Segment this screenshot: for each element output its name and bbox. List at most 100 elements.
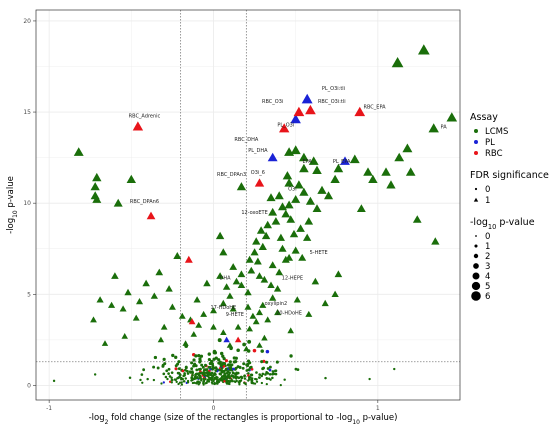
data-point xyxy=(242,362,246,366)
data-point xyxy=(198,360,202,364)
lcms-significant-point xyxy=(263,220,272,229)
lcms-significant-point xyxy=(356,204,366,212)
legend-size-label: 4 xyxy=(485,272,490,282)
data-point xyxy=(228,382,231,386)
lcms-significant-point xyxy=(363,167,373,176)
lcms-significant-point xyxy=(126,174,136,183)
lcms-significant-point xyxy=(178,312,186,319)
legend-fdr-label: 1 xyxy=(485,196,490,206)
lcms-significant-point xyxy=(232,277,241,285)
lcms-significant-point xyxy=(195,321,203,328)
data-point xyxy=(128,376,132,379)
point-label: PL_DHA xyxy=(248,148,268,154)
lcms-significant-point xyxy=(431,237,440,245)
lcms-significant-point xyxy=(226,342,234,348)
legend-size-key xyxy=(472,272,480,280)
data-point xyxy=(243,377,247,380)
data-point xyxy=(232,376,235,379)
point-label: PL_EPA xyxy=(333,159,351,165)
point-labels: PL_O3i:tli RBC_O3i RBC_O3i:tli RBC_EPA RBC_A… xyxy=(129,86,448,318)
legend-size-key xyxy=(471,291,481,301)
data-point xyxy=(93,373,97,376)
data-point xyxy=(229,366,233,370)
lcms-significant-point xyxy=(333,163,344,173)
lcms-significant-point xyxy=(256,342,263,348)
point-label: EPA xyxy=(303,159,313,165)
lcms-significant-point xyxy=(402,143,413,153)
data-point xyxy=(204,382,207,385)
point-label: RBC_O3i xyxy=(262,99,283,105)
data-point xyxy=(178,373,182,377)
data-point xyxy=(224,359,228,363)
legend-size-key xyxy=(471,281,481,291)
data-point xyxy=(186,379,190,383)
data-point xyxy=(191,371,195,375)
data-point xyxy=(200,363,204,367)
data-point xyxy=(174,367,178,371)
lcms-significant-point xyxy=(243,345,250,352)
data-point xyxy=(171,378,174,382)
lcms-significant-point xyxy=(261,334,268,341)
data-point xyxy=(238,383,241,386)
point-label: 20-HDoHE xyxy=(276,310,302,316)
data-point xyxy=(156,366,160,370)
data-point xyxy=(180,376,183,380)
lcms-significant-point xyxy=(157,336,165,343)
data-point xyxy=(260,360,264,364)
data-point xyxy=(217,358,221,362)
point-label: RBC_O3i:tli xyxy=(318,99,346,105)
data-point xyxy=(146,377,149,381)
lcms-significant-point xyxy=(284,178,294,187)
lcms-significant-point xyxy=(252,237,261,245)
lcms-significant-point xyxy=(446,112,458,122)
data-point xyxy=(162,381,165,384)
data-point xyxy=(236,348,240,353)
legend-fdr-key xyxy=(473,197,479,202)
lcms-significant-point xyxy=(330,174,340,183)
data-point xyxy=(160,382,163,385)
data-point xyxy=(228,371,231,375)
data-point xyxy=(193,381,196,384)
lcms-significant-point xyxy=(219,299,227,307)
data-point xyxy=(255,371,258,374)
lcms-significant-point xyxy=(256,226,266,234)
lcms-significant-point xyxy=(281,209,291,218)
data-point xyxy=(184,377,187,380)
panel-background xyxy=(36,10,460,400)
lcms-significant-point xyxy=(73,147,84,156)
lcms-significant-point xyxy=(268,207,278,216)
point-label: 12-oxoETE xyxy=(241,210,267,216)
lcms-significant-point xyxy=(324,191,334,200)
lcms-significant-point xyxy=(296,224,305,232)
data-point xyxy=(170,381,173,384)
lcms-significant-point xyxy=(391,57,404,68)
lcms-significant-point xyxy=(349,154,360,164)
data-point xyxy=(223,372,227,375)
lcms-significant-point xyxy=(160,323,168,330)
point-label: 17-HDoHE xyxy=(210,305,236,311)
data-point xyxy=(239,379,243,382)
data-point xyxy=(216,379,219,383)
data-point xyxy=(198,377,201,380)
data-point xyxy=(202,377,205,381)
lcms-significant-point xyxy=(293,296,301,303)
data-point xyxy=(228,376,232,380)
data-point xyxy=(197,353,201,358)
lcms-significant-point xyxy=(168,303,176,310)
data-point xyxy=(230,374,234,377)
data-point xyxy=(233,380,236,383)
lcms-significant-point xyxy=(308,156,319,165)
lcms-significant-point xyxy=(90,182,100,191)
data-point xyxy=(197,380,200,383)
rbc-significant-point xyxy=(305,104,316,115)
data-point xyxy=(243,374,246,377)
lcms-significant-point xyxy=(90,316,97,323)
data-point xyxy=(203,374,206,377)
data-point xyxy=(206,379,209,383)
data-point xyxy=(225,381,228,385)
rbc-significant-point xyxy=(188,318,196,325)
data-point xyxy=(324,376,327,380)
data-point xyxy=(221,378,224,381)
lcms-significant-point xyxy=(290,145,301,155)
data-point xyxy=(208,365,212,369)
